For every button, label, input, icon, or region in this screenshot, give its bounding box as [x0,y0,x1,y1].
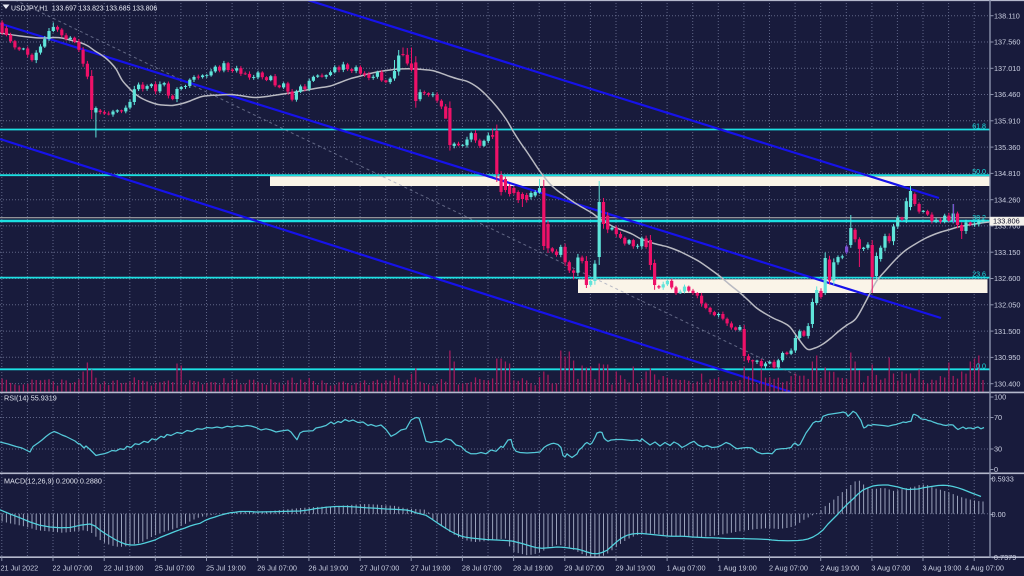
svg-text:0.5933: 0.5933 [992,474,1014,483]
svg-text:70: 70 [994,413,1002,422]
svg-text:23.6: 23.6 [972,271,986,279]
svg-text:0.00: 0.00 [992,510,1006,519]
svg-text:137.010: 137.010 [994,64,1020,73]
svg-text:25 Jul 07:00: 25 Jul 07:00 [155,564,195,573]
svg-text:1 Aug 07:00: 1 Aug 07:00 [667,564,706,573]
svg-text:100: 100 [994,393,1006,402]
svg-text:133.806: 133.806 [993,217,1020,226]
svg-text:26 Jul 07:00: 26 Jul 07:00 [257,564,297,573]
svg-text:3 Aug 19:00: 3 Aug 19:00 [923,564,962,573]
svg-text:61.8: 61.8 [972,123,986,131]
svg-text:4 Aug 07:00: 4 Aug 07:00 [965,564,1004,573]
svg-text:136.460: 136.460 [994,90,1020,99]
svg-text:50.0: 50.0 [972,168,986,176]
svg-text:38.2: 38.2 [972,214,986,222]
svg-text:29 Jul 07:00: 29 Jul 07:00 [564,564,604,573]
svg-text:25 Jul 19:00: 25 Jul 19:00 [206,564,246,573]
svg-text:131.500: 131.500 [994,327,1020,336]
svg-text:29 Jul 19:00: 29 Jul 19:00 [616,564,656,573]
svg-text:RSI(14) 55.9319: RSI(14) 55.9319 [4,394,57,403]
svg-text:132.050: 132.050 [994,301,1020,310]
svg-text:1 Aug 19:00: 1 Aug 19:00 [718,564,757,573]
svg-text:135.910: 135.910 [994,117,1020,126]
svg-text:0: 0 [994,465,998,474]
svg-text:2 Aug 07:00: 2 Aug 07:00 [769,564,808,573]
svg-text:130.950: 130.950 [994,353,1020,362]
svg-text:28 Jul 07:00: 28 Jul 07:00 [462,564,502,573]
svg-text:134.260: 134.260 [994,195,1020,204]
svg-text:135.360: 135.360 [994,143,1020,152]
svg-text:22 Jul 19:00: 22 Jul 19:00 [104,564,144,573]
svg-text:138.110: 138.110 [994,11,1020,20]
svg-text:USDJPY,H1 133.697 133.823 133: USDJPY,H1 133.697 133.823 133.685 133.80… [11,5,157,12]
svg-text:28 Jul 19:00: 28 Jul 19:00 [513,564,553,573]
svg-text:MACD(12,26,9) 0.2000 0.2880: MACD(12,26,9) 0.2000 0.2880 [4,477,102,486]
svg-text:30: 30 [994,445,1002,454]
svg-text:137.560: 137.560 [994,38,1020,47]
svg-text:2 Aug 19:00: 2 Aug 19:00 [820,564,859,573]
svg-text:21 Jul 2022: 21 Jul 2022 [1,564,39,573]
svg-text:27 Jul 19:00: 27 Jul 19:00 [411,564,451,573]
svg-text:132.600: 132.600 [994,274,1020,283]
svg-text:134.810: 134.810 [994,169,1020,178]
svg-text:3 Aug 07:00: 3 Aug 07:00 [871,564,910,573]
svg-text:133.700: 133.700 [994,222,1020,231]
svg-text:133.150: 133.150 [994,248,1020,257]
svg-text:22 Jul 07:00: 22 Jul 07:00 [53,564,93,573]
svg-text:26 Jul 19:00: 26 Jul 19:00 [308,564,348,573]
svg-text:27 Jul 07:00: 27 Jul 07:00 [360,564,400,573]
svg-text:0.0: 0.0 [976,362,986,370]
svg-text:130.400: 130.400 [994,379,1020,388]
svg-text:-0.7379: -0.7379 [992,553,1017,562]
